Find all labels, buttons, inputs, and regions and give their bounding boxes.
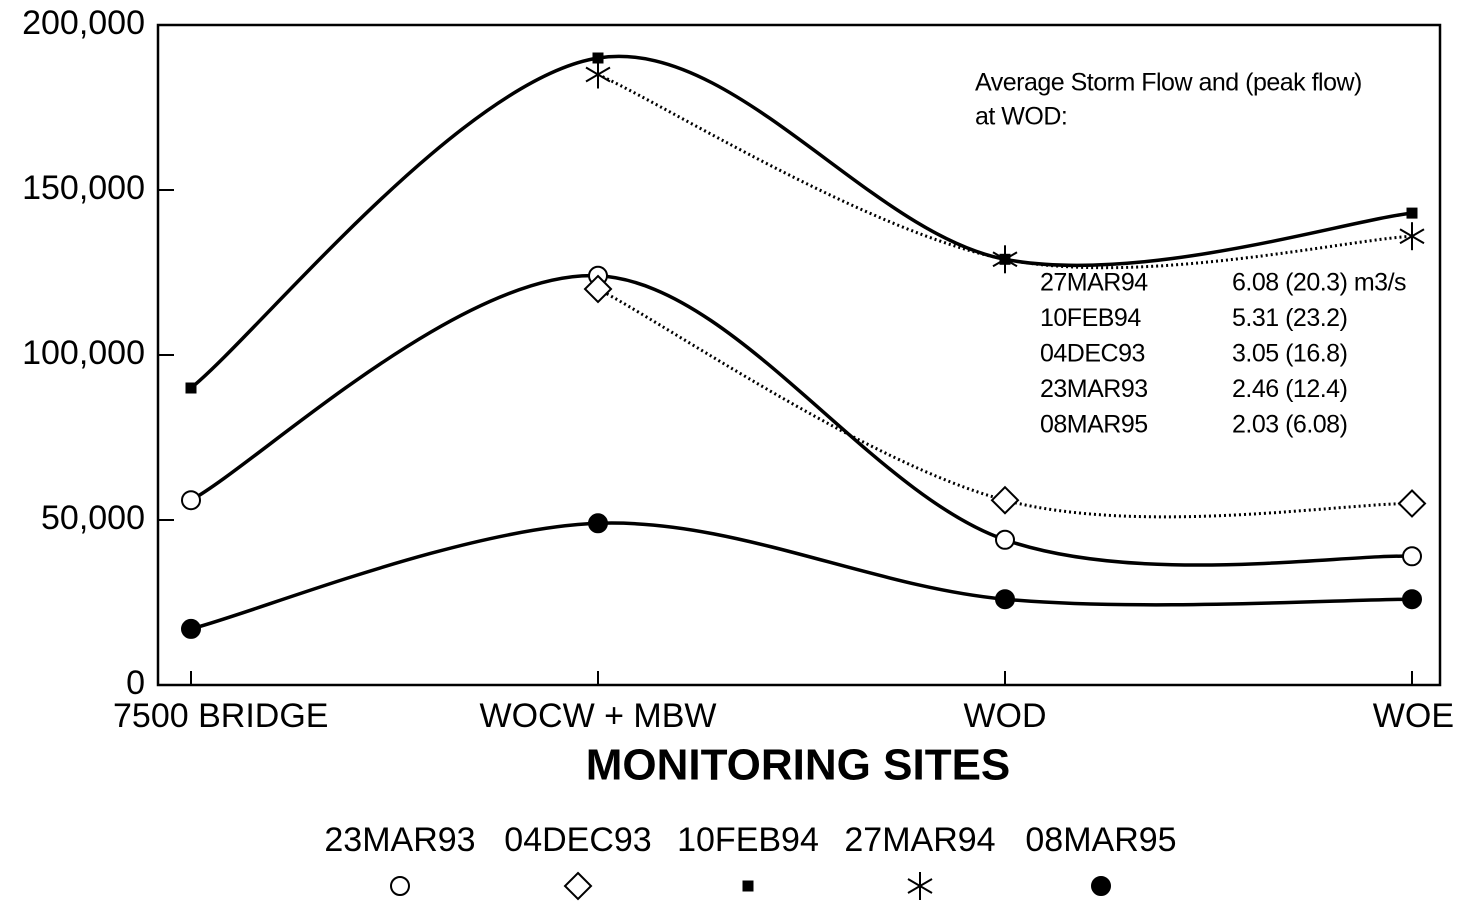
marker [1402, 589, 1422, 610]
legend-label: 08MAR95 [1025, 821, 1176, 859]
marker [1091, 876, 1111, 896]
marker [995, 589, 1015, 610]
marker-shape [1399, 228, 1425, 245]
marker-shape [1406, 207, 1418, 219]
x-tick-label: WOCW + MBW [479, 697, 716, 735]
marker [588, 513, 608, 534]
marker-shape [1402, 546, 1422, 567]
annotation-text: at WOD: [975, 103, 1067, 131]
series-line [189, 54, 1413, 390]
marker-shape [907, 878, 933, 894]
marker-shape [992, 251, 1018, 268]
series-line [597, 287, 1413, 519]
marker-shape [588, 513, 608, 534]
marker-shape [742, 880, 754, 892]
annotation-cell: 23MAR93 [1040, 375, 1148, 403]
annotation-cell: 3.05 (16.8) [1232, 340, 1347, 368]
marker [742, 880, 754, 892]
marker [390, 876, 410, 896]
annotation-cell: 08MAR95 [1040, 411, 1148, 439]
marker [181, 618, 201, 639]
marker-shape [990, 485, 1020, 515]
annotation-cell: 04DEC93 [1040, 340, 1145, 368]
marker-shape [1091, 876, 1111, 896]
series-line [190, 274, 1413, 567]
y-tick-label: 200,000 [22, 4, 145, 42]
marker-shape [181, 618, 201, 639]
marker [995, 529, 1015, 550]
marker [181, 490, 201, 511]
legend-label: 23MAR93 [324, 821, 475, 859]
marker-shape [585, 66, 611, 83]
marker [1397, 489, 1427, 518]
annotation-cell: 27MAR94 [1040, 269, 1148, 297]
marker [907, 872, 933, 900]
x-axis-title: MONITORING SITES [586, 741, 1011, 790]
y-tick-label: 150,000 [22, 169, 145, 207]
marker-shape [563, 871, 593, 901]
marker [185, 382, 197, 394]
marker-shape [583, 274, 613, 304]
marker [583, 274, 613, 304]
x-tick-label: WOD [963, 697, 1046, 735]
marker-shape [390, 876, 410, 896]
marker [585, 60, 611, 89]
marker [1406, 207, 1418, 219]
annotation-cell: 2.46 (12.4) [1232, 375, 1347, 403]
x-tick-label: 7500 BRIDGE [113, 697, 328, 735]
legend-label: 27MAR94 [844, 821, 995, 859]
annotation-cell: 5.31 (23.2) [1232, 304, 1347, 332]
annotation-text: Average Storm Flow and (peak flow) [975, 69, 1362, 97]
marker-shape [185, 382, 197, 394]
legend-label: 10FEB94 [677, 821, 819, 859]
x-tick-label: WOE [1373, 697, 1454, 735]
marker-shape [1397, 489, 1427, 518]
marker [992, 245, 1018, 274]
y-tick-label: 100,000 [22, 334, 145, 372]
y-tick-label: 50,000 [41, 499, 145, 537]
marker-shape [181, 490, 201, 511]
marker [563, 871, 593, 901]
marker-shape [995, 529, 1015, 550]
annotation-cell: 2.03 (6.08) [1232, 411, 1347, 439]
marker [990, 485, 1020, 515]
marker-shape [995, 589, 1015, 610]
marker [1402, 546, 1422, 567]
marker-shape [1402, 589, 1422, 610]
annotation-cell: 6.08 (20.3) m3/s [1232, 269, 1406, 297]
legend-label: 04DEC93 [504, 821, 651, 859]
series-line [190, 521, 1413, 631]
marker [1399, 222, 1425, 251]
y-tick-label: 0 [126, 664, 145, 702]
annotation-cell: 10FEB94 [1040, 304, 1141, 332]
